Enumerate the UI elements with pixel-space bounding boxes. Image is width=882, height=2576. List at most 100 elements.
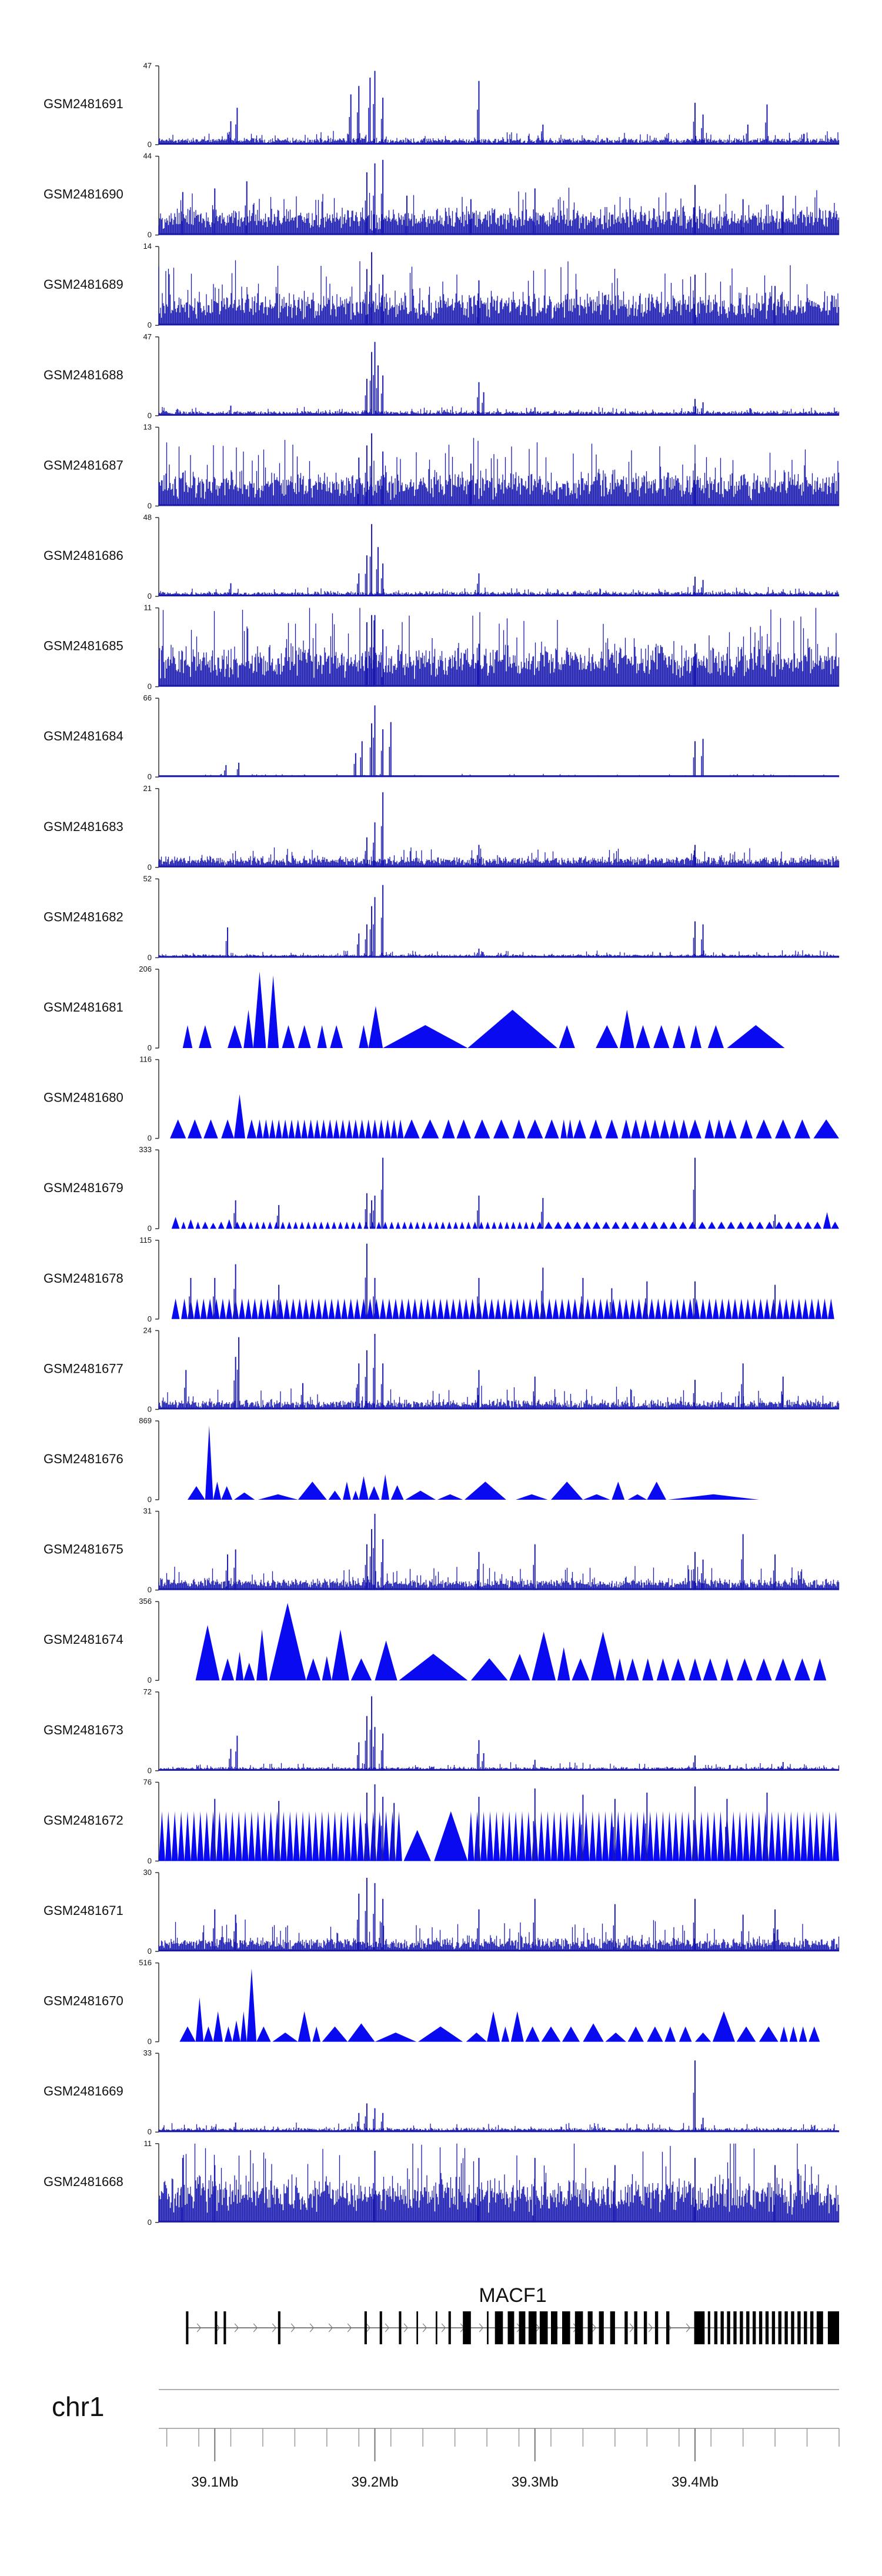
coverage-baseline bbox=[159, 233, 839, 235]
coverage-block bbox=[235, 1811, 242, 1861]
coverage-block bbox=[239, 1298, 245, 1319]
coverage-block bbox=[268, 1811, 274, 1861]
strand-arrow bbox=[441, 2323, 446, 2333]
strand-arrow bbox=[234, 2323, 239, 2333]
track-label: GSM2481679 bbox=[44, 1180, 123, 1195]
coverage-block bbox=[679, 1811, 686, 1861]
strand-arrow bbox=[592, 2323, 597, 2333]
coverage-block bbox=[510, 2011, 524, 2042]
coverage-block bbox=[193, 1298, 201, 1319]
coverage-block bbox=[320, 1119, 327, 1139]
coverage-block bbox=[188, 1486, 205, 1500]
y-zero-label: 0 bbox=[148, 140, 152, 149]
exon bbox=[463, 2311, 471, 2344]
exon bbox=[551, 2311, 557, 2344]
exon bbox=[562, 2311, 570, 2344]
coverage-block bbox=[498, 1222, 503, 1229]
track-label: GSM2481677 bbox=[44, 1361, 123, 1376]
coverage-block bbox=[258, 1494, 298, 1500]
coverage-block bbox=[807, 1811, 814, 1861]
coverage-block bbox=[421, 1119, 439, 1139]
coverage-baseline bbox=[159, 865, 839, 867]
coverage-block bbox=[286, 1811, 293, 1861]
coverage-block bbox=[341, 1298, 348, 1319]
strand-arrow bbox=[366, 2323, 371, 2333]
coverage-block bbox=[256, 2026, 271, 2042]
coverage-block bbox=[421, 1222, 426, 1229]
coverage-block bbox=[698, 1811, 705, 1861]
coverage-block bbox=[505, 1222, 510, 1229]
coverage-block bbox=[614, 1811, 622, 1861]
coverage-block bbox=[727, 1025, 785, 1048]
coverage-block bbox=[717, 1811, 724, 1861]
coverage-block bbox=[437, 1298, 444, 1319]
coverage-block bbox=[403, 1119, 420, 1139]
coverage-baseline bbox=[159, 504, 839, 506]
coverage-block bbox=[440, 1222, 446, 1229]
coverage-block bbox=[221, 1119, 234, 1139]
coverage-block bbox=[808, 2026, 820, 2042]
exon bbox=[399, 2311, 402, 2344]
coverage-block bbox=[293, 1811, 300, 1861]
coverage-block bbox=[182, 1025, 193, 1048]
coverage-block bbox=[756, 1811, 763, 1861]
y-zero-label: 0 bbox=[148, 501, 152, 510]
coverage-block bbox=[354, 1298, 360, 1319]
y-max-label: 11 bbox=[144, 603, 152, 612]
coverage-block bbox=[283, 1298, 290, 1319]
genome-axis: chr1 39.1Mb 39.2Mb 39.3Mb 39.4Mb bbox=[52, 2389, 840, 2490]
coverage-block bbox=[335, 1298, 342, 1319]
track-label: GSM2481681 bbox=[44, 1000, 123, 1015]
track-GSM2481687: GSM2481687 13 0 bbox=[44, 422, 840, 510]
y-max-label: 24 bbox=[143, 1326, 152, 1334]
coverage-block bbox=[219, 1298, 226, 1319]
coverage-block bbox=[352, 1490, 359, 1500]
track-GSM2481686: GSM2481686 48 0 bbox=[44, 513, 840, 600]
coverage-block bbox=[520, 1298, 527, 1319]
coverage-block bbox=[557, 1647, 570, 1681]
track-GSM2481681: GSM2481681 206 0 bbox=[44, 965, 785, 1052]
coverage-block bbox=[808, 1298, 816, 1319]
coverage-block bbox=[784, 1222, 793, 1229]
coverage-block bbox=[312, 1811, 319, 1861]
coverage-block bbox=[296, 1298, 303, 1319]
coverage-block bbox=[210, 1223, 216, 1229]
coverage-baseline bbox=[159, 1769, 839, 1771]
coverage-block bbox=[359, 1119, 366, 1139]
y-zero-label: 0 bbox=[148, 1766, 152, 1775]
y-zero-label: 0 bbox=[148, 1224, 152, 1233]
coverage-block bbox=[226, 1219, 233, 1229]
exon bbox=[810, 2311, 814, 2344]
strand-arrow bbox=[196, 2323, 202, 2333]
coverage-block bbox=[597, 1298, 604, 1319]
coverage-block bbox=[243, 1010, 253, 1048]
coverage-baseline bbox=[159, 1407, 839, 1410]
coverage-block bbox=[559, 1298, 566, 1319]
coverage-block bbox=[704, 1811, 711, 1861]
coverage-block bbox=[188, 1219, 194, 1229]
coverage-block bbox=[583, 1494, 610, 1500]
coverage-block bbox=[352, 1119, 359, 1139]
coverage-block bbox=[794, 1222, 803, 1229]
coverage-block bbox=[298, 1481, 327, 1500]
coverage-block bbox=[350, 1811, 358, 1861]
y-max-label: 44 bbox=[143, 152, 152, 161]
coverage-block bbox=[170, 1119, 186, 1139]
coverage-block bbox=[724, 1119, 737, 1139]
y-max-label: 31 bbox=[143, 1507, 152, 1516]
coverage-block bbox=[572, 1298, 579, 1319]
coverage-block bbox=[408, 1222, 413, 1229]
coverage-block bbox=[322, 1298, 329, 1319]
axis-tick-label: 39.1Mb bbox=[191, 2474, 238, 2490]
track-label: GSM2481680 bbox=[44, 1090, 123, 1105]
track-label: GSM2481684 bbox=[44, 729, 123, 743]
coverage-block bbox=[269, 1119, 276, 1139]
coverage-baseline bbox=[159, 2220, 839, 2223]
exon bbox=[507, 2311, 514, 2344]
coverage-block bbox=[794, 1658, 810, 1681]
coverage-block bbox=[759, 2026, 779, 2042]
coverage-block bbox=[328, 1490, 342, 1500]
coverage-block bbox=[415, 1222, 420, 1229]
exon bbox=[778, 2311, 781, 2344]
track-label: GSM2481682 bbox=[44, 909, 123, 924]
